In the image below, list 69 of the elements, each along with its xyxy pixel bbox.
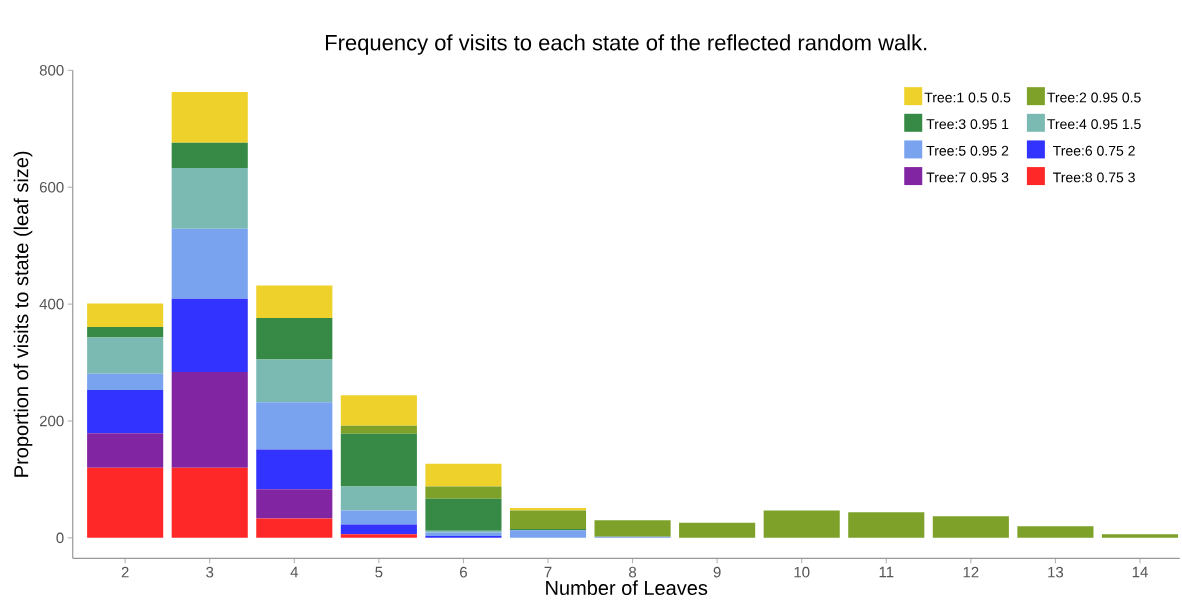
bar [340, 510, 417, 525]
bar [340, 425, 417, 434]
y-tick-label: 0 [56, 532, 64, 544]
bar [171, 228, 248, 299]
bar [340, 433, 417, 487]
bar [87, 303, 164, 327]
bar [509, 510, 587, 530]
x-tick-label: 7 [544, 566, 552, 578]
bar [679, 522, 756, 538]
bar [340, 524, 417, 535]
x-tick-label: 14 [1132, 566, 1148, 578]
x-tick-label: 8 [629, 566, 637, 578]
bar [87, 337, 164, 374]
bar [256, 402, 333, 450]
bar [1017, 526, 1094, 538]
legend-label: Tree:7 0.95 3 [926, 172, 1009, 183]
bar [594, 520, 671, 537]
bar [509, 530, 587, 538]
x-tick-label: 12 [963, 566, 979, 578]
bar [171, 142, 248, 168]
legend-label: Tree:2 0.95 0.5 [1047, 92, 1141, 103]
bar [256, 359, 333, 403]
x-tick-label: 5 [375, 566, 383, 578]
legend-label: Tree:3 0.95 1 [926, 119, 1009, 130]
bar [932, 516, 1009, 538]
bar [171, 467, 248, 538]
bar [340, 534, 417, 538]
bar [763, 510, 840, 538]
y-axis-title: Proportion of visits to state (leaf size) [13, 151, 33, 477]
bar [256, 318, 333, 360]
bar [87, 326, 164, 338]
x-tick-label: 6 [460, 566, 467, 578]
x-tick-label: 3 [206, 566, 214, 578]
bar [171, 91, 248, 143]
bar [87, 433, 164, 468]
x-tick-label: 4 [290, 566, 299, 578]
bar [425, 486, 502, 499]
bar [256, 489, 333, 519]
bar [171, 298, 248, 372]
bar [340, 486, 417, 511]
bar [425, 498, 502, 531]
bar [171, 167, 248, 229]
x-tick-label: 13 [1048, 566, 1064, 578]
bar [87, 373, 164, 391]
bar [87, 390, 164, 434]
bar [848, 512, 925, 538]
x-tick-label: 9 [713, 566, 721, 578]
bar [425, 463, 502, 487]
legend-label: Tree:6 0.75 2 [1053, 145, 1135, 156]
bar [256, 285, 333, 319]
bar [256, 449, 333, 490]
x-tick-label: 2 [121, 566, 129, 578]
x-axis-title: Number of Leaves [546, 580, 708, 596]
bar [171, 371, 248, 468]
x-tick-label: 10 [794, 566, 810, 578]
legend-label: Tree:5 0.95 2 [926, 145, 1009, 156]
chart-title: Frequency of visits to each state of the reflected random walk. [325, 34, 927, 55]
y-tick-label: 400 [39, 298, 64, 310]
legend-label: Tree:4 0.95 1.5 [1047, 119, 1141, 130]
bar [340, 395, 417, 426]
x-tick-label: 11 [879, 566, 894, 578]
y-tick-label: 200 [39, 415, 64, 427]
legend-label: Tree:8 0.75 3 [1053, 172, 1135, 183]
bar [1101, 534, 1179, 538]
bar [256, 518, 333, 538]
bar [87, 467, 164, 538]
y-tick-label: 800 [39, 65, 64, 76]
legend-label: Tree:1 0.5 0.5 [924, 92, 1011, 103]
y-tick-label: 600 [39, 181, 64, 193]
